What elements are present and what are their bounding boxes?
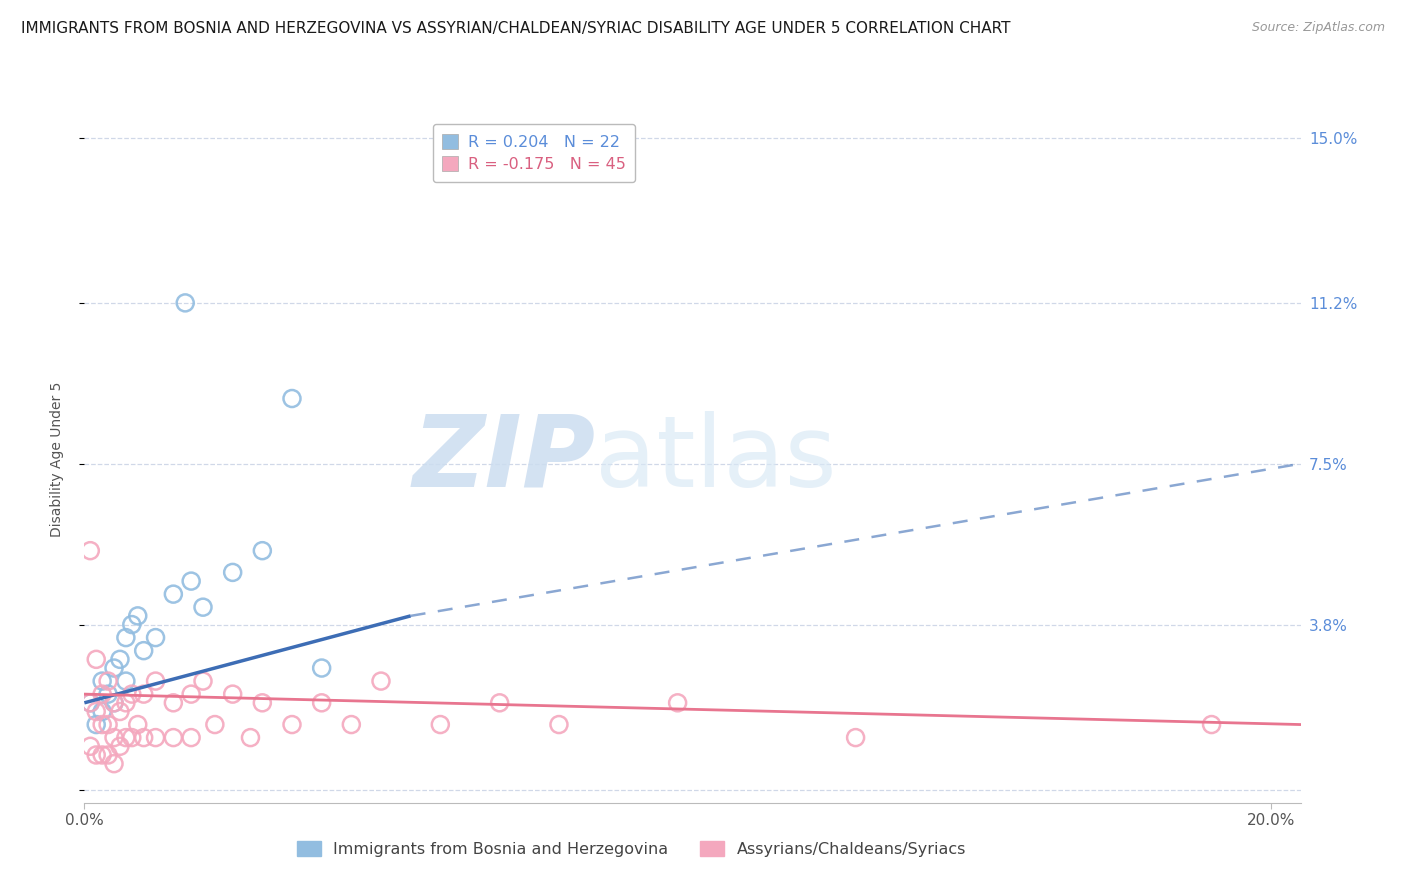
- Point: [103, 731, 125, 745]
- Point: [84, 747, 107, 762]
- Point: [666, 696, 689, 710]
- Point: [97, 717, 120, 731]
- Point: [91, 687, 114, 701]
- Point: [845, 731, 868, 745]
- Point: [429, 717, 451, 731]
- Point: [97, 674, 120, 689]
- Point: [103, 696, 125, 710]
- Point: [79, 543, 101, 558]
- Point: [162, 696, 184, 710]
- Point: [84, 717, 107, 731]
- Point: [97, 687, 120, 701]
- Point: [127, 717, 149, 731]
- Point: [108, 705, 131, 719]
- Point: [180, 731, 202, 745]
- Point: [191, 674, 214, 689]
- Point: [340, 717, 363, 731]
- Point: [103, 661, 125, 675]
- Point: [145, 631, 167, 645]
- Point: [221, 687, 243, 701]
- Point: [115, 696, 138, 710]
- Point: [108, 739, 131, 754]
- Point: [311, 661, 333, 675]
- Point: [239, 731, 262, 745]
- Y-axis label: Disability Age Under 5: Disability Age Under 5: [49, 382, 63, 537]
- Point: [97, 747, 120, 762]
- Point: [311, 696, 333, 710]
- Point: [180, 574, 202, 588]
- Text: ZIP: ZIP: [412, 411, 595, 508]
- Point: [162, 587, 184, 601]
- Legend: Immigrants from Bosnia and Herzegovina, Assyrians/Chaldeans/Syriacs: Immigrants from Bosnia and Herzegovina, …: [290, 835, 973, 863]
- Point: [281, 717, 304, 731]
- Point: [115, 674, 138, 689]
- Point: [84, 652, 107, 666]
- Point: [115, 631, 138, 645]
- Point: [281, 392, 304, 406]
- Point: [103, 756, 125, 771]
- Point: [204, 717, 226, 731]
- Text: IMMIGRANTS FROM BOSNIA AND HERZEGOVINA VS ASSYRIAN/CHALDEAN/SYRIAC DISABILITY AG: IMMIGRANTS FROM BOSNIA AND HERZEGOVINA V…: [21, 21, 1011, 37]
- Point: [174, 296, 197, 310]
- Point: [115, 731, 138, 745]
- Point: [79, 739, 101, 754]
- Point: [221, 566, 243, 580]
- Point: [1201, 717, 1223, 731]
- Point: [132, 643, 155, 657]
- Point: [132, 687, 155, 701]
- Point: [91, 674, 114, 689]
- Point: [191, 600, 214, 615]
- Point: [252, 543, 274, 558]
- Point: [370, 674, 392, 689]
- Point: [127, 608, 149, 623]
- Text: Source: ZipAtlas.com: Source: ZipAtlas.com: [1251, 21, 1385, 35]
- Point: [488, 696, 510, 710]
- Point: [108, 652, 131, 666]
- Text: atlas: atlas: [595, 411, 837, 508]
- Point: [79, 696, 101, 710]
- Point: [132, 731, 155, 745]
- Point: [79, 696, 101, 710]
- Point: [121, 687, 143, 701]
- Point: [91, 717, 114, 731]
- Point: [145, 674, 167, 689]
- Point: [84, 705, 107, 719]
- Point: [121, 617, 143, 632]
- Point: [252, 696, 274, 710]
- Point: [162, 731, 184, 745]
- Point: [91, 747, 114, 762]
- Point: [180, 687, 202, 701]
- Point: [548, 717, 571, 731]
- Point: [121, 731, 143, 745]
- Point: [145, 731, 167, 745]
- Point: [91, 705, 114, 719]
- Point: [103, 696, 125, 710]
